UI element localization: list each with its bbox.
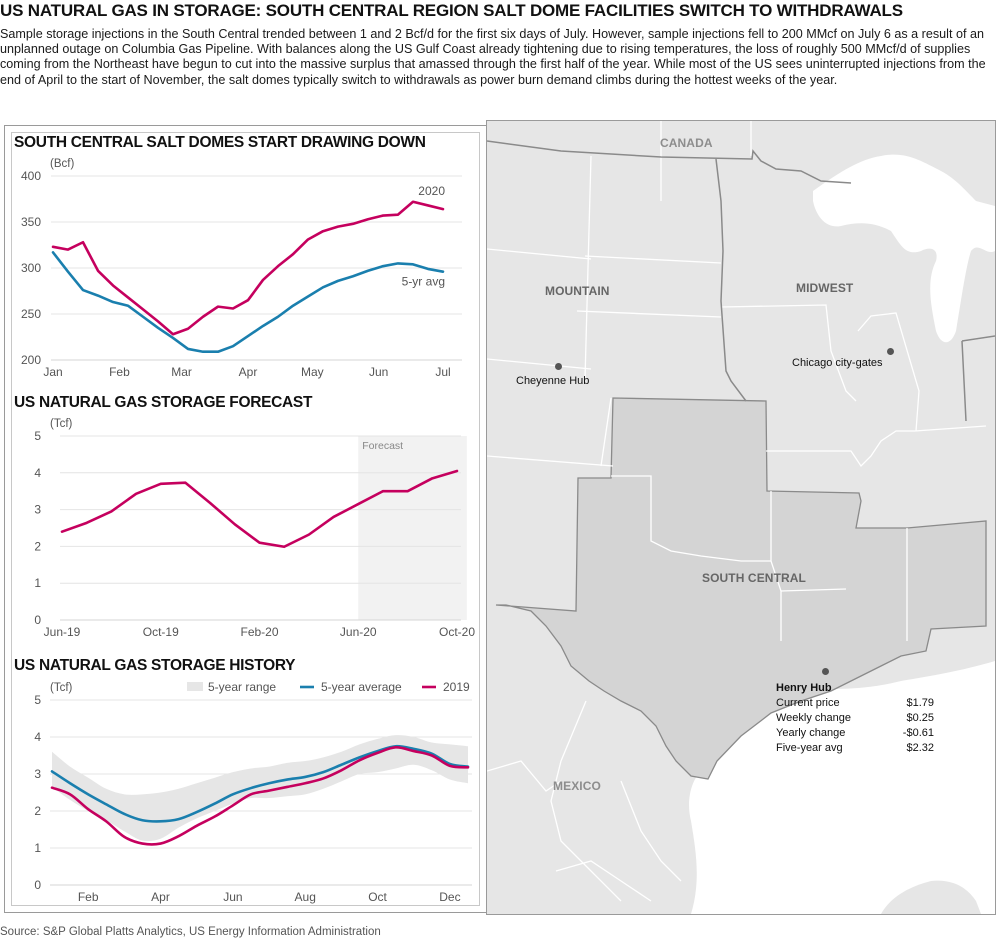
y-tick-label: 1: [34, 841, 41, 855]
x-tick-label: Oct: [368, 890, 387, 904]
x-tick-label: Feb-20: [240, 625, 278, 639]
series-end-label: 5-yr avg: [402, 275, 445, 289]
cheyenne-hub-label: Cheyenne Hub: [516, 375, 590, 387]
y-tick-label: 2: [34, 539, 41, 553]
y-tick-label: 5: [34, 429, 41, 443]
map-label-mountain: MOUNTAIN: [545, 284, 610, 298]
yucatan-land: [881, 880, 981, 914]
x-tick-label: Jun-20: [340, 625, 377, 639]
x-tick-label: Jun-19: [44, 625, 81, 639]
price-row-current: Current price $1.79: [776, 696, 934, 711]
x-tick-label: Aug: [295, 890, 316, 904]
y-axis-unit: (Bcf): [50, 158, 74, 170]
x-tick-label: Jul: [435, 365, 450, 379]
country-borders: [487, 140, 995, 422]
charts-panel-inner: [11, 132, 480, 906]
map-shapes: [487, 121, 995, 914]
five-year-range-band: [52, 735, 468, 842]
legend-label: 2019: [443, 680, 470, 694]
y-tick-label: 0: [34, 878, 41, 892]
x-tick-label: Apr: [239, 365, 258, 379]
price-row-weekly: Weekly change $0.25: [776, 711, 934, 726]
x-tick-label: May: [301, 365, 324, 379]
headline: US NATURAL GAS IN STORAGE: SOUTH CENTRAL…: [0, 1, 903, 20]
state-borders: [487, 121, 995, 902]
price-row-yearly: Yearly change -$0.61: [776, 726, 934, 741]
price-value: $1.79: [906, 697, 934, 709]
us-region-map: CANADA MOUNTAIN MIDWEST SOUTH CENTRAL ME…: [486, 120, 996, 915]
henry-hub-title: Henry Hub: [776, 682, 832, 694]
series-line-us-storage: [60, 469, 459, 549]
map-label-south-central: SOUTH CENTRAL: [702, 571, 806, 585]
x-tick-label: Jun: [223, 890, 242, 904]
south-central-region: [495, 397, 987, 780]
y-axis-unit: (Tcf): [50, 682, 73, 694]
x-tick-label: Jun: [369, 365, 388, 379]
price-row-five-year: Five-year avg $2.32: [776, 741, 934, 756]
map-label-canada: CANADA: [660, 136, 713, 150]
chart1-title: SOUTH CENTRAL SALT DOMES START DRAWING D…: [14, 134, 426, 151]
dek-paragraph: Sample storage injections in the South C…: [0, 27, 986, 87]
chart3-title: US NATURAL GAS STORAGE HISTORY: [14, 657, 296, 674]
price-value: $2.32: [906, 742, 934, 754]
forecast-shading: [358, 436, 467, 620]
charts-panel: SOUTH CENTRAL SALT DOMES START DRAWING D…: [4, 125, 487, 913]
y-tick-label: 3: [34, 503, 41, 517]
map-label-mexico: MEXICO: [553, 779, 601, 793]
map-label-midwest: MIDWEST: [796, 281, 854, 295]
price-value: -$0.61: [902, 727, 934, 739]
series-line-2019: [50, 746, 470, 846]
y-tick-label: 5: [34, 693, 41, 707]
chart2-svg: Forecast 0 1 2 3 4 5 (Tcf) Jun-19 Oct-19 Feb-20 Jun…: [34, 418, 475, 639]
great-lakes: [813, 154, 995, 343]
henry-hub-marker: [822, 668, 829, 675]
y-tick-label: 300: [21, 261, 41, 275]
x-tick-label: Jan: [43, 365, 62, 379]
x-tick-label: Mar: [171, 365, 192, 379]
x-tick-label: Oct-19: [143, 625, 179, 639]
series-line-5-yr-avg: [51, 251, 445, 354]
legend-swatch-range: [187, 682, 203, 691]
legend-label: 5-year average: [321, 680, 402, 694]
chicago-citygates-marker: [887, 348, 894, 355]
forecast-label: Forecast: [362, 440, 403, 452]
x-tick-label: Feb: [78, 890, 99, 904]
series-line-2020: [51, 200, 445, 336]
price-label: Five-year avg: [776, 742, 843, 754]
series-end-label: 2020: [418, 184, 445, 198]
price-label: Current price: [776, 697, 840, 709]
chicago-citygates-label: Chicago city-gates: [792, 357, 883, 369]
cheyenne-hub-marker: [555, 363, 562, 370]
price-label: Weekly change: [776, 712, 852, 724]
chart2-title: US NATURAL GAS STORAGE FORECAST: [14, 394, 313, 411]
legend-label: 5-year range: [208, 680, 276, 694]
y-tick-label: 1: [34, 576, 41, 590]
y-axis-unit: (Tcf): [50, 418, 73, 430]
chart3-svg: 0 1 2 3 4 5 (Tcf) Feb Apr Jun Aug Oct Dec 5-year rang…: [34, 680, 472, 904]
x-tick-label: Oct-20: [439, 625, 475, 639]
y-tick-label: 400: [21, 169, 41, 183]
y-tick-label: 4: [34, 730, 41, 744]
y-tick-label: 350: [21, 215, 41, 229]
x-tick-label: Apr: [151, 890, 170, 904]
gulf-of-mexico: [689, 601, 995, 914]
price-value: $0.25: [906, 712, 934, 724]
x-tick-label: Dec: [439, 890, 460, 904]
y-tick-label: 200: [21, 353, 41, 367]
y-tick-label: 2: [34, 804, 41, 818]
henry-hub-price-table: Henry Hub Current price $1.79 Weekly cha…: [776, 681, 934, 756]
source-note: Source: S&P Global Platts Analytics, US …: [0, 926, 381, 938]
y-tick-label: 0: [34, 613, 41, 627]
y-tick-label: 3: [34, 767, 41, 781]
x-tick-label: Feb: [109, 365, 130, 379]
price-label: Yearly change: [776, 727, 846, 739]
y-tick-label: 4: [34, 466, 41, 480]
y-tick-label: 250: [21, 307, 41, 321]
chart1-svg: 200 250 300 350 400 (Bcf) Jan Feb Mar Apr May Jun Ju…: [21, 158, 462, 379]
